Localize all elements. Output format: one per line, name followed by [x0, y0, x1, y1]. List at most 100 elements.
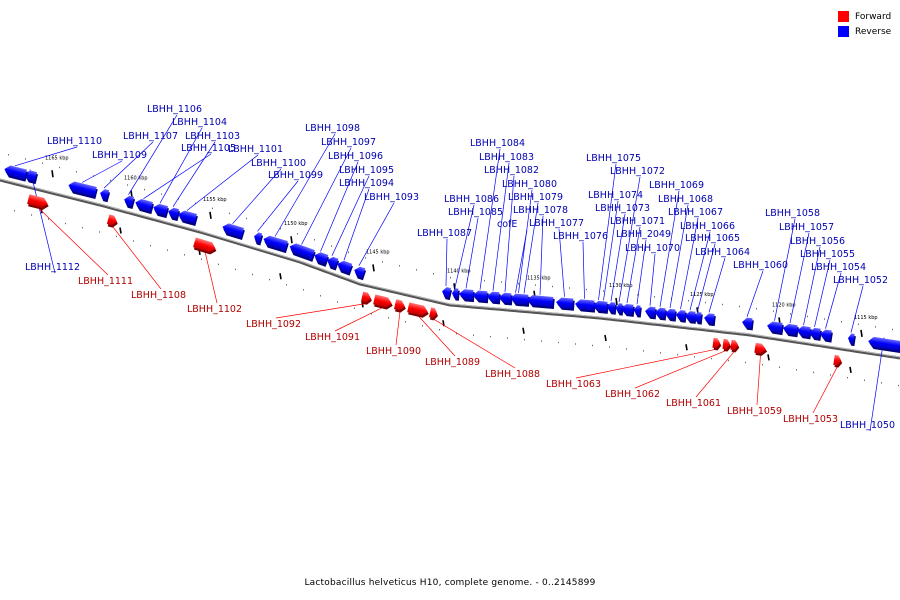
gene-label-LBHH_1078[interactable]: LBHH_1078	[513, 205, 568, 216]
gene-LBHH_1058[interactable]	[766, 321, 784, 336]
gene-label-LBHH_1053[interactable]: LBHH_1053	[783, 414, 838, 425]
gene-label-LBHH_1074[interactable]: LBHH_1074	[588, 190, 643, 201]
gene-LBHH_1085[interactable]	[458, 289, 475, 303]
gene-LBHH_1105[interactable]	[133, 198, 154, 215]
gene-LBHH_1083[interactable]	[486, 291, 501, 305]
gene-LBHH_1095[interactable]	[325, 255, 340, 271]
gene-label-LBHH_1069[interactable]: LBHH_1069	[649, 180, 704, 191]
gene-label-LBHH_1058[interactable]: LBHH_1058	[765, 208, 820, 219]
gene-label-LBHH_1064[interactable]: LBHH_1064	[695, 247, 750, 258]
gene-label-LBHH_1085[interactable]: LBHH_1085	[448, 207, 503, 218]
gene-label-LBHH_1067[interactable]: LBHH_1067	[668, 207, 723, 218]
gene-label-LBHH_1099[interactable]: LBHH_1099	[268, 170, 323, 181]
gene-LBHH_1106[interactable]	[122, 195, 136, 210]
gene-label-LBHH_1086[interactable]: LBHH_1086	[444, 194, 499, 205]
gene-label-LBHH_1107[interactable]: LBHH_1107	[123, 131, 178, 142]
gene-label-LBHH_1083[interactable]: LBHH_1083	[479, 152, 534, 163]
gene-LBHH_1086[interactable]	[451, 288, 460, 301]
gene-LBHH_1059[interactable]	[754, 342, 768, 357]
gene-label-LBHH_1079[interactable]: LBHH_1079	[508, 192, 563, 203]
gene-LBHH_1087[interactable]	[441, 286, 453, 301]
gene-label-cofE[interactable]: cofE	[497, 219, 517, 230]
gene-label-LBHH_1050[interactable]: LBHH_1050	[840, 420, 895, 431]
gene-LBHH_1109[interactable]	[67, 180, 99, 200]
gene-LBHH_1104[interactable]	[151, 203, 169, 219]
gene-LBHH_1050[interactable]	[867, 336, 900, 354]
gene-LBHH_1065[interactable]	[693, 312, 703, 325]
gene-LBHH_1098[interactable]	[261, 234, 289, 254]
gene-LBHH_1071[interactable]	[620, 303, 635, 317]
gene-label-LBHH_1104[interactable]: LBHH_1104	[172, 117, 227, 128]
gene-LBHH_1110[interactable]	[3, 164, 29, 182]
gene-label-LBHH_1101[interactable]: LBHH_1101	[228, 144, 283, 155]
gene-label-LBHH_1090[interactable]: LBHH_1090	[366, 346, 421, 357]
gene-label-LBHH_1095[interactable]: LBHH_1095	[339, 165, 394, 176]
gene-label-LBHH_1096[interactable]: LBHH_1096	[328, 151, 383, 162]
gene-label-LBHH_1052[interactable]: LBHH_1052	[833, 275, 888, 286]
gene-label-LBHH_1070[interactable]: LBHH_1070	[625, 243, 680, 254]
gene-LBHH_1089[interactable]	[407, 302, 431, 319]
gene-label-LBHH_1059[interactable]: LBHH_1059	[727, 406, 782, 417]
gene-label-LBHH_1087[interactable]: LBHH_1087	[417, 228, 472, 239]
gene-label-LBHH_1102[interactable]: LBHH_1102	[187, 304, 242, 315]
gene-label-LBHH_1062[interactable]: LBHH_1062	[605, 389, 660, 400]
gene-LBHH_1084[interactable]	[472, 290, 489, 304]
gene-LBHH_1067[interactable]	[675, 310, 687, 323]
gene-LBHH_2049[interactable]	[633, 305, 642, 318]
gene-LBHH_1069[interactable]	[654, 307, 667, 321]
gene-LBHH_1111[interactable]	[27, 194, 51, 211]
gene-LBHH_1063[interactable]	[712, 337, 722, 351]
gene-LBHH_1054[interactable]	[819, 329, 833, 343]
gene-LBHH_1052[interactable]	[847, 333, 856, 347]
gene-LBHH_1100[interactable]	[220, 222, 245, 240]
gene-label-LBHH_1073[interactable]: LBHH_1073	[595, 203, 650, 214]
gene-LBHH_1074[interactable]	[599, 301, 609, 314]
gene-LBHH_1108[interactable]	[106, 214, 119, 228]
gene-LBHH_1082[interactable]	[498, 292, 513, 306]
gene-LBHH_1070[interactable]	[644, 306, 657, 320]
gene-label-LBHH_1057[interactable]: LBHH_1057	[779, 222, 834, 233]
gene-label-LBHH_1056[interactable]: LBHH_1056	[790, 236, 845, 247]
gene-label-LBHH_1109[interactable]: LBHH_1109	[92, 150, 147, 161]
gene-LBHH_1096[interactable]	[312, 251, 330, 267]
gene-label-LBHH_1060[interactable]: LBHH_1060	[733, 260, 788, 271]
gene-LBHH_1068[interactable]	[664, 308, 677, 322]
gene-label-LBHH_1065[interactable]: LBHH_1065	[685, 233, 740, 244]
gene-label-LBHH_1103[interactable]: LBHH_1103	[185, 131, 240, 142]
gene-label-LBHH_1077[interactable]: LBHH_1077	[529, 218, 584, 229]
gene-label-LBHH_1091[interactable]: LBHH_1091	[305, 332, 360, 343]
gene-LBHH_1090[interactable]	[393, 299, 408, 313]
gene-LBHH_1062[interactable]	[722, 338, 732, 352]
gene-label-LBHH_1088[interactable]: LBHH_1088	[485, 369, 540, 380]
gene-LBHH_1066[interactable]	[684, 311, 697, 324]
gene-label-LBHH_1093[interactable]: LBHH_1093	[364, 192, 419, 203]
gene-label-LBHH_1108[interactable]: LBHH_1108	[131, 290, 186, 301]
gene-LBHH_1078[interactable]	[526, 295, 555, 310]
gene-label-LBHH_1097[interactable]: LBHH_1097	[321, 137, 376, 148]
gene-LBHH_1101[interactable]	[176, 209, 198, 226]
gene-label-LBHH_1100[interactable]: LBHH_1100	[251, 158, 306, 169]
gene-LBHH_1057[interactable]	[782, 323, 799, 338]
gene-label-LBHH_1082[interactable]: LBHH_1082	[484, 165, 539, 176]
gene-LBHH_1107[interactable]	[98, 188, 111, 203]
gene-label-LBHH_1098[interactable]: LBHH_1098	[305, 123, 360, 134]
gene-LBHH_1093[interactable]	[352, 265, 367, 281]
gene-LBHH_1076[interactable]	[574, 299, 596, 313]
gene-LBHH_1094[interactable]	[335, 259, 354, 276]
gene-label-LBHH_1063[interactable]: LBHH_1063	[546, 379, 601, 390]
gene-label-LBHH_1080[interactable]: LBHH_1080	[502, 179, 557, 190]
gene-LBHH_1103[interactable]	[166, 207, 181, 222]
gene-label-LBHH_1111[interactable]: LBHH_1111	[78, 276, 133, 287]
gene-LBHH_1092[interactable]	[360, 291, 374, 306]
gene-LBHH_1073[interactable]	[606, 302, 617, 315]
gene-label-LBHH_1075[interactable]: LBHH_1075	[586, 153, 641, 164]
gene-LBHH_1091[interactable]	[373, 294, 395, 310]
gene-label-LBHH_1092[interactable]: LBHH_1092	[246, 319, 301, 330]
gene-LBHH_1053[interactable]	[833, 354, 843, 368]
gene-label-LBHH_2049[interactable]: LBHH_2049	[616, 229, 671, 240]
gene-label-LBHH_1072[interactable]: LBHH_1072	[610, 166, 665, 177]
gene-LBHH_1055[interactable]	[808, 327, 822, 341]
gene-LBHH_1061[interactable]	[730, 339, 740, 353]
gene-LBHH_1099[interactable]	[252, 232, 264, 246]
gene-label-LBHH_1110[interactable]: LBHH_1110	[47, 136, 102, 147]
